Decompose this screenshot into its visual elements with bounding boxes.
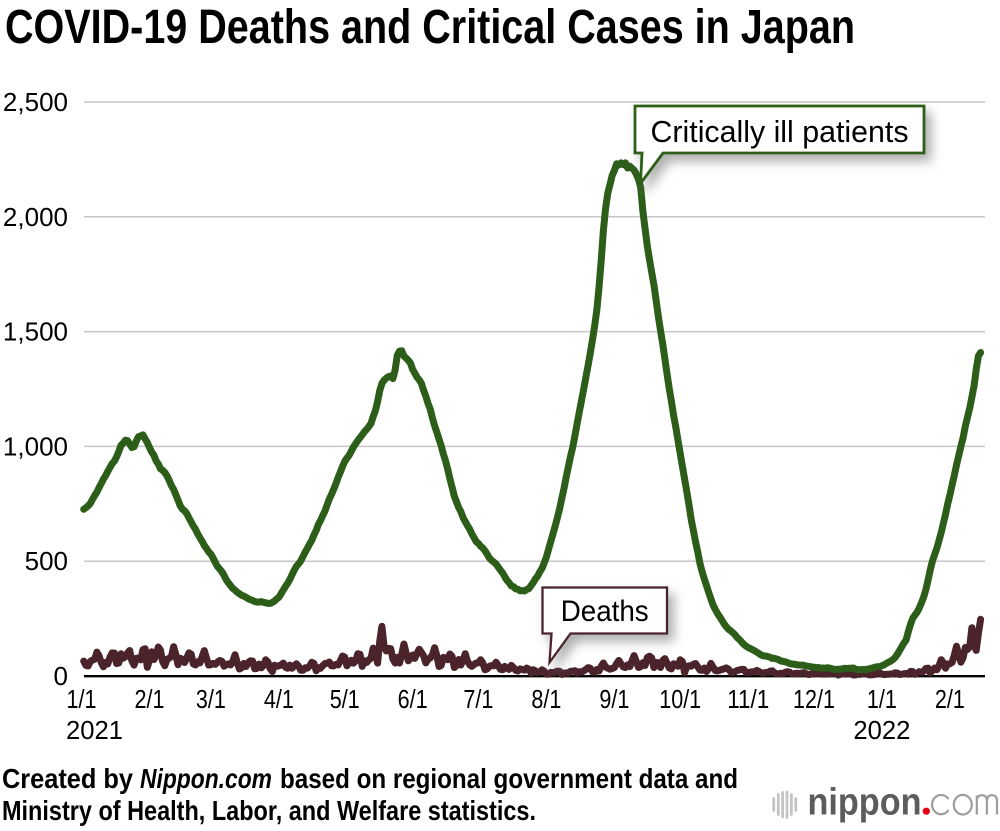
svg-text:Deaths: Deaths	[561, 595, 649, 628]
svg-text:2,000: 2,000	[3, 202, 68, 232]
svg-text:8/1: 8/1	[531, 684, 561, 714]
svg-text:2/1: 2/1	[935, 684, 965, 714]
svg-text:COVID-19 Deaths and Critical C: COVID-19 Deaths and Critical Cases in Ja…	[5, 1, 855, 54]
svg-text:Critically ill patients: Critically ill patients	[651, 114, 909, 149]
svg-text:11/1: 11/1	[727, 684, 769, 714]
svg-text:12/1: 12/1	[793, 684, 835, 714]
svg-text:10/1: 10/1	[659, 684, 701, 714]
svg-text:0: 0	[54, 661, 68, 691]
svg-text:2,500: 2,500	[3, 87, 68, 117]
svg-text:7/1: 7/1	[463, 684, 493, 714]
svg-text:4/1: 4/1	[264, 684, 294, 714]
svg-text:500: 500	[25, 546, 68, 576]
svg-text:1,500: 1,500	[3, 317, 68, 347]
svg-text:1,000: 1,000	[3, 431, 68, 461]
svg-text:Nippon.com: Nippon.com	[140, 763, 272, 794]
svg-text:9/1: 9/1	[599, 684, 629, 714]
svg-text:Ministry of Health, Labor, and: Ministry of Health, Labor, and Welfare s…	[2, 795, 536, 826]
svg-text:based on regional government d: based on regional government data and	[280, 763, 738, 794]
svg-text:Created by: Created by	[2, 763, 133, 794]
svg-text:3/1: 3/1	[196, 684, 226, 714]
svg-text:2022: 2022	[853, 715, 910, 745]
svg-text:1/1: 1/1	[67, 684, 97, 714]
svg-text:2021: 2021	[66, 715, 123, 745]
svg-text:6/1: 6/1	[398, 684, 428, 714]
svg-text:1/1: 1/1	[867, 684, 897, 714]
svg-text:5/1: 5/1	[330, 684, 360, 714]
svg-text:2/1: 2/1	[135, 684, 165, 714]
svg-text:nippon: nippon	[808, 782, 922, 824]
